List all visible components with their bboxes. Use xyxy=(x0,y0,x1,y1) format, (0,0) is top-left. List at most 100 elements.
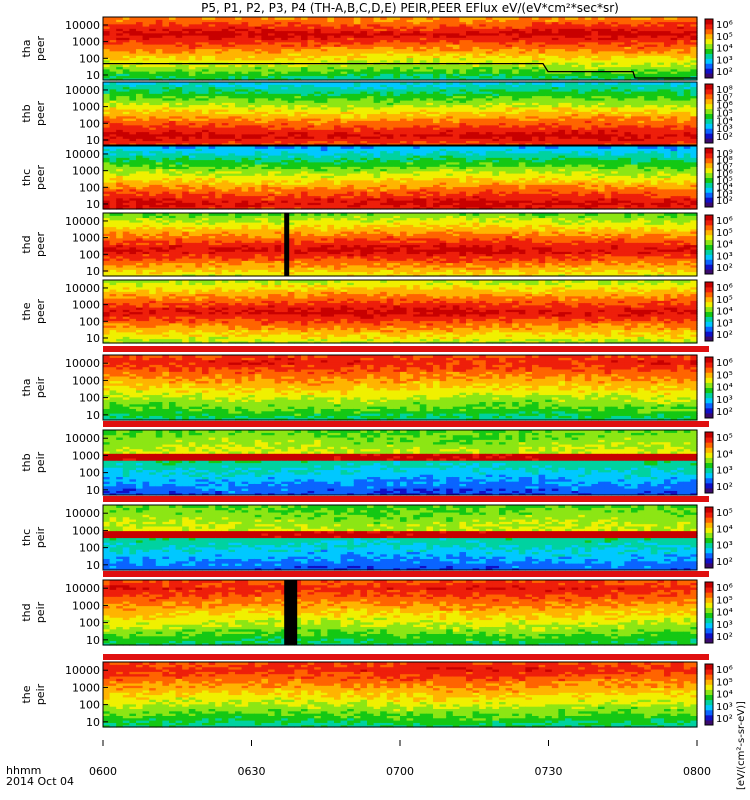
heatmap-cell xyxy=(393,77,401,81)
heatmap-cell xyxy=(122,118,130,121)
colorbar-tick-label: 10³ xyxy=(716,55,733,66)
heatmap-cell xyxy=(650,73,658,77)
heatmap-cell xyxy=(287,23,295,27)
heatmap-cell xyxy=(109,111,117,115)
heatmap-cell xyxy=(644,50,652,54)
heatmap-cell xyxy=(109,140,117,144)
heatmap-cell xyxy=(551,44,559,47)
heatmap-cell xyxy=(235,30,243,34)
heatmap-cell xyxy=(677,21,685,25)
heatmap-cell xyxy=(340,26,348,29)
heatmap-cell xyxy=(136,53,144,56)
heatmap-cell xyxy=(314,37,322,41)
heatmap-cell xyxy=(584,62,592,65)
heatmap-cell xyxy=(611,26,619,29)
heatmap-cell xyxy=(268,71,276,74)
heatmap-cell xyxy=(287,17,295,20)
heatmap-cell xyxy=(208,37,216,41)
heatmap-cell xyxy=(109,100,117,103)
heatmap-cell xyxy=(287,30,295,34)
heatmap-cell xyxy=(281,19,289,23)
heatmap-cell xyxy=(472,44,480,47)
heatmap-cell xyxy=(103,50,111,54)
heatmap-cell xyxy=(367,41,375,45)
heatmap-cell xyxy=(281,53,289,56)
heatmap-cell xyxy=(169,142,177,146)
heatmap-cell xyxy=(307,32,315,36)
heatmap-cell xyxy=(419,73,427,77)
heatmap-cell xyxy=(103,113,111,117)
heatmap-cell xyxy=(525,73,533,77)
heatmap-cell xyxy=(532,17,540,20)
heatmap-cell xyxy=(103,44,111,47)
heatmap-cell xyxy=(419,48,427,52)
heatmap-cell xyxy=(624,46,632,50)
heatmap-cell xyxy=(492,55,500,59)
heatmap-cell xyxy=(340,28,348,32)
heatmap-cell xyxy=(386,32,394,36)
heatmap-cell xyxy=(353,44,361,47)
heatmap-cell xyxy=(558,44,566,47)
heatmap-cell xyxy=(228,64,236,68)
heatmap-cell xyxy=(538,50,546,54)
heatmap-cell xyxy=(202,32,210,36)
heatmap-cell xyxy=(466,53,474,56)
heatmap-cell xyxy=(116,21,124,25)
heatmap-cell xyxy=(248,30,256,34)
heatmap-cell xyxy=(380,50,388,54)
heatmap-cell xyxy=(472,50,480,54)
panel-product-label: peer xyxy=(34,36,47,62)
heatmap-cell xyxy=(334,32,342,36)
heatmap-cell xyxy=(109,77,117,81)
heatmap-cell xyxy=(459,35,467,38)
heatmap-cell xyxy=(538,71,546,74)
heatmap-cell xyxy=(103,21,111,25)
heatmap-cell xyxy=(149,133,157,137)
heatmap-cell xyxy=(149,55,157,59)
heatmap-cell xyxy=(380,75,388,79)
heatmap-cell xyxy=(248,46,256,50)
heatmap-cell xyxy=(248,39,256,43)
heatmap-cell xyxy=(261,57,269,61)
heatmap-cell xyxy=(248,41,256,45)
heatmap-cell xyxy=(235,75,243,79)
heatmap-cell xyxy=(624,17,632,20)
heatmap-cell xyxy=(136,131,144,135)
heatmap-cell xyxy=(670,73,678,77)
heatmap-cell xyxy=(149,68,157,72)
heatmap-cell xyxy=(400,68,408,72)
heatmap-cell xyxy=(136,129,144,133)
heatmap-cell xyxy=(103,84,111,88)
heatmap-cell xyxy=(320,26,328,29)
heatmap-cell xyxy=(221,73,229,77)
heatmap-cell xyxy=(155,106,163,110)
heatmap-cell xyxy=(149,138,157,142)
heatmap-cell xyxy=(386,64,394,68)
heatmap-cell xyxy=(578,50,586,54)
heatmap-cell xyxy=(116,57,124,61)
heatmap-cell xyxy=(538,77,546,81)
heatmap-cell xyxy=(406,48,414,52)
heatmap-cell xyxy=(571,48,579,52)
heatmap-cell xyxy=(538,39,546,43)
heatmap-cell xyxy=(301,68,309,72)
heatmap-cell xyxy=(690,50,698,54)
heatmap-cell xyxy=(162,59,170,63)
heatmap-cell xyxy=(195,23,203,27)
heatmap-cell xyxy=(492,73,500,77)
heatmap-cell xyxy=(320,30,328,34)
heatmap-cell xyxy=(347,77,355,81)
heatmap-cell xyxy=(452,37,460,41)
heatmap-cell xyxy=(261,30,269,34)
heatmap-cell xyxy=(340,21,348,25)
heatmap-cell xyxy=(604,44,612,47)
heatmap-cell xyxy=(532,32,540,36)
heatmap-cell xyxy=(169,100,177,103)
heatmap-cell xyxy=(175,113,183,117)
heatmap-cell xyxy=(261,73,269,77)
heatmap-cell xyxy=(248,75,256,79)
heatmap-cell xyxy=(584,59,592,63)
heatmap-cell xyxy=(472,66,480,70)
heatmap-cell xyxy=(525,19,533,23)
heatmap-cell xyxy=(307,46,315,50)
